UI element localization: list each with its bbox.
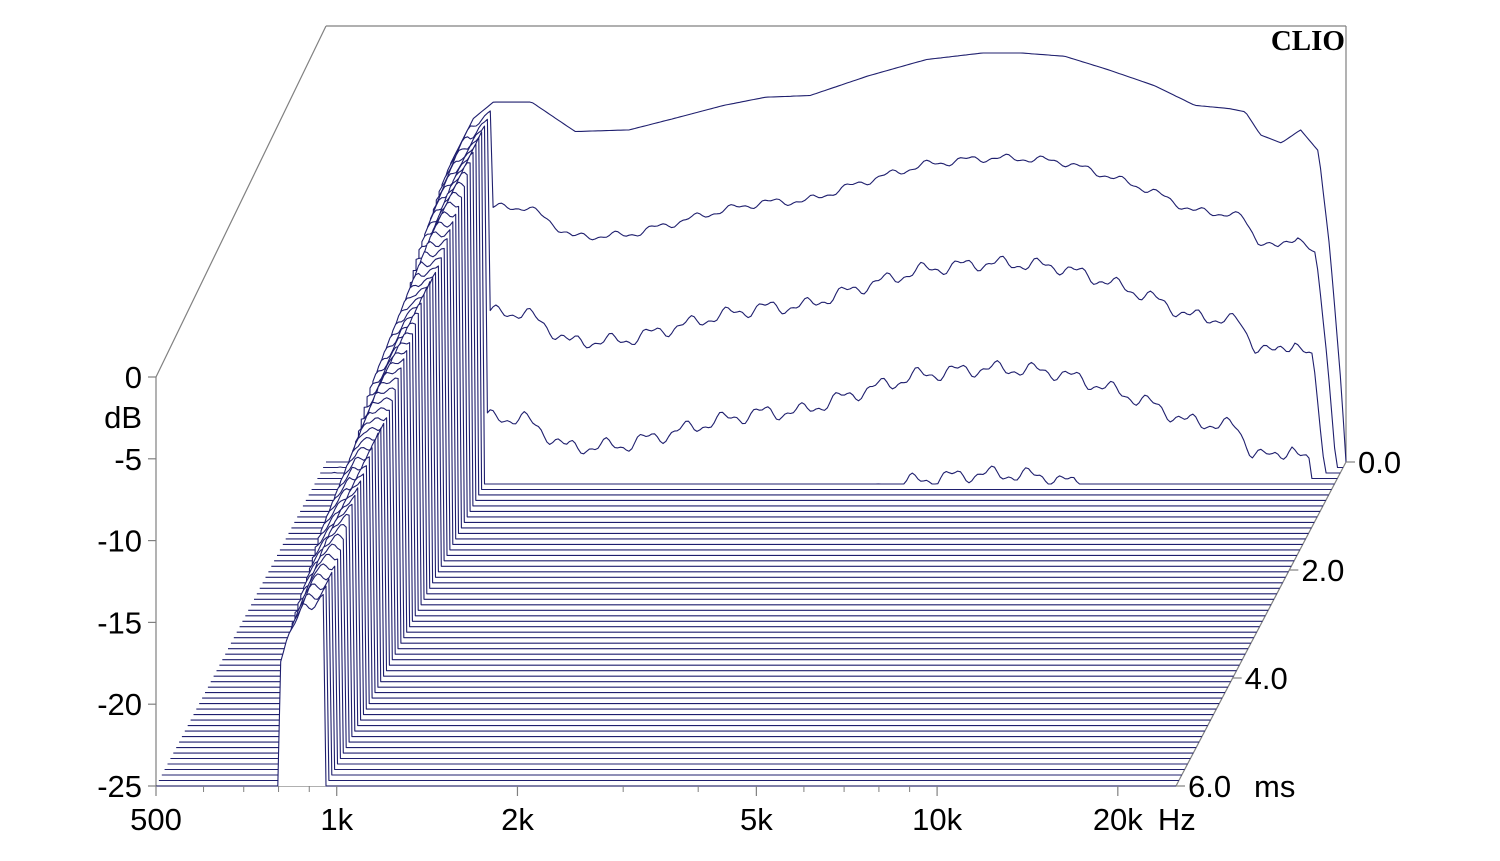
decay-slice-line — [256, 293, 1277, 595]
decay-slice-line — [181, 513, 1202, 738]
decay-slice-line — [164, 571, 1185, 771]
decay-slice-line — [279, 238, 1300, 551]
brand-logo-text: CLIO — [1271, 25, 1345, 57]
decay-slice-line — [271, 265, 1292, 567]
decay-slice-line — [161, 578, 1182, 776]
x-tick-label: 2k — [501, 802, 534, 837]
decay-slice-line — [265, 276, 1286, 578]
decay-slice-line — [277, 247, 1297, 556]
x-tick-label: 10k — [912, 802, 962, 837]
y-tick-label: -20 — [97, 687, 142, 722]
decay-slice-line — [199, 465, 1220, 705]
decay-slice-line — [184, 503, 1205, 732]
decay-slice-line — [179, 523, 1200, 743]
decay-slices — [156, 52, 1347, 787]
x-tick-label: 20k — [1093, 802, 1143, 837]
decay-slice-line — [302, 162, 1323, 507]
decay-slice-line — [320, 118, 1341, 474]
decay-slice-line — [274, 257, 1295, 562]
decay-slice-line — [222, 407, 1243, 661]
decay-slice-line — [196, 473, 1217, 710]
y-tick-label: -5 — [114, 442, 142, 477]
decay-slice-line — [156, 593, 1176, 787]
decay-slice-line — [288, 211, 1309, 534]
decay-slice-line — [248, 322, 1269, 611]
y-tick-label: -10 — [97, 524, 142, 559]
time-axis: 0.0 2.0 4.0 6.0 ms — [1176, 445, 1401, 804]
decay-slice-line — [230, 377, 1251, 644]
decay-slice-line — [308, 143, 1329, 496]
decay-slice-line — [254, 302, 1274, 600]
decay-slice-line — [176, 533, 1197, 749]
decay-slice-line — [285, 221, 1306, 540]
decay-slice-line — [282, 229, 1303, 545]
decay-slice-line — [297, 181, 1318, 518]
decay-slice-line — [291, 201, 1312, 529]
z-tick-label: 6.0 — [1188, 769, 1231, 804]
right-bottom-edge — [1175, 461, 1347, 787]
decay-slice-line — [202, 456, 1223, 699]
decay-slice-line — [268, 271, 1289, 573]
decay-slice-line — [158, 585, 1179, 782]
decay-slice-line — [317, 125, 1338, 480]
level-axis: 0 -5 -10 -15 -20 -25 dB — [97, 360, 156, 804]
decay-slice-line — [207, 439, 1228, 688]
z-tick-label: 0.0 — [1358, 445, 1401, 480]
top-left-edge — [155, 25, 327, 378]
y-tick-label: 0 — [125, 360, 142, 395]
x-tick-label: 5k — [740, 802, 773, 837]
z-axis-unit: ms — [1254, 769, 1295, 804]
decay-slice-line — [190, 487, 1211, 721]
decay-slice-line — [259, 286, 1280, 589]
decay-slice-line — [262, 281, 1283, 584]
y-tick-label: -25 — [97, 769, 142, 804]
z-tick-label: 2.0 — [1301, 553, 1344, 588]
decay-slice-line — [305, 151, 1326, 501]
decay-slice-line — [193, 480, 1214, 716]
decay-slice-line — [236, 358, 1257, 633]
decay-slice-line — [300, 171, 1321, 512]
decay-slice-line — [219, 417, 1240, 666]
decay-slice-line — [225, 397, 1246, 655]
decay-slice-line — [294, 191, 1315, 523]
x-tick-label: 500 — [130, 802, 182, 837]
decay-slice-line — [314, 131, 1335, 485]
y-tick-label: -15 — [97, 605, 142, 640]
y-axis-unit: dB — [104, 400, 142, 435]
decay-slice-line — [233, 367, 1254, 639]
decay-slice-line — [251, 312, 1272, 606]
decay-slice-line — [205, 447, 1225, 694]
frequency-axis: 500 1k 2k 5k 10k 20k Hz — [130, 786, 1196, 837]
decay-slice-line — [187, 494, 1208, 727]
decay-slice-fill — [156, 594, 1176, 786]
decay-slice-line — [245, 332, 1266, 617]
decay-slice-line — [239, 350, 1260, 628]
decay-slice-line — [228, 387, 1248, 650]
decay-slice-line — [210, 432, 1231, 683]
x-tick-label: 1k — [320, 802, 353, 837]
decay-slice-fill — [317, 126, 1338, 479]
decay-slice-line — [326, 52, 1347, 463]
decay-slice-line — [323, 110, 1344, 469]
decay-slice-line — [242, 342, 1263, 622]
decay-slice-line — [213, 427, 1234, 677]
x-axis-unit: Hz — [1158, 802, 1196, 837]
decay-slice-line — [167, 563, 1188, 765]
decay-slice-line — [170, 553, 1191, 760]
decay-slice-line — [216, 422, 1237, 672]
decay-slice-line — [173, 543, 1194, 754]
z-tick-label: 4.0 — [1245, 661, 1288, 696]
decay-slice-line — [311, 136, 1332, 491]
